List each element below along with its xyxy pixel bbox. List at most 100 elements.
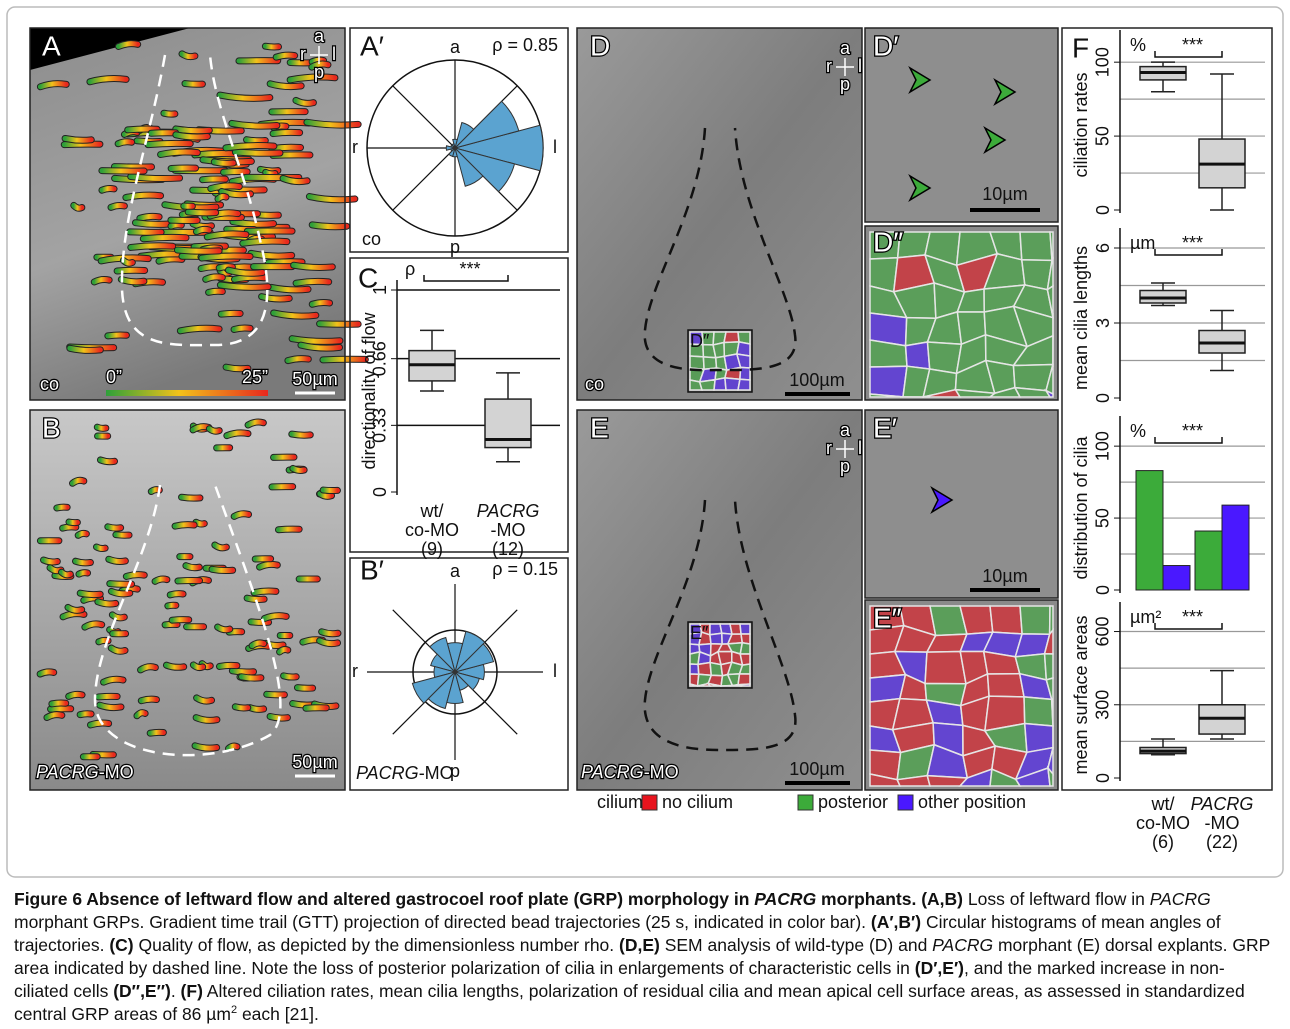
bead-track (216, 264, 235, 271)
significance-bracket (1154, 437, 1223, 444)
bead-track (91, 276, 112, 285)
caption-text: Altered ciliation rates, mean cilia leng… (14, 981, 1245, 1024)
significance-bracket (1154, 623, 1223, 630)
bead-track (152, 576, 170, 584)
significance-bracket (1154, 51, 1223, 58)
bead-track (173, 126, 212, 134)
x-tick-label: co-MO (1136, 813, 1190, 833)
caption-text: 2 (230, 1004, 238, 1017)
y-axis-title: directionality of flow (359, 311, 379, 469)
bead-track (140, 234, 189, 242)
bead-track (193, 715, 220, 723)
significance: *** (459, 259, 480, 279)
bead-track (290, 465, 307, 473)
bead-track (309, 61, 331, 70)
scale-bar-label: 10µm (982, 184, 1027, 204)
bead-track (280, 175, 310, 185)
bead-track (199, 253, 253, 261)
bead-track (62, 135, 94, 143)
condition-label: co (585, 374, 604, 394)
bead-track (156, 256, 185, 264)
cell (737, 378, 751, 391)
bead-track (138, 664, 158, 673)
bead-track (294, 685, 316, 691)
y-tick-label: 100 (1093, 47, 1113, 77)
bead-track (192, 743, 220, 751)
bead-track (108, 203, 127, 210)
x-tick-label: (6) (1152, 832, 1174, 852)
condition-label: PACRG-MO (356, 763, 454, 783)
cell (735, 683, 751, 687)
bead-track (319, 629, 341, 637)
grp-outline (93, 484, 282, 757)
bead-track (87, 76, 129, 85)
x-tick-label: wt/ (1150, 794, 1174, 814)
bead-track (114, 267, 148, 274)
axis-direction: a (840, 420, 851, 440)
bead-track (77, 590, 103, 598)
panel-label: E′ (873, 412, 897, 443)
axis-direction: l (553, 137, 557, 157)
bead-track (309, 300, 333, 307)
cell (697, 661, 713, 677)
axis-direction: r (352, 661, 358, 681)
bead-track (230, 219, 276, 227)
arrowhead (993, 78, 1017, 106)
caption-text: SEM analysis of wild-type (D) and (659, 935, 933, 955)
x-tick-label: -MO (491, 520, 526, 540)
color-bar (106, 390, 268, 396)
panel-label: E″ (873, 602, 902, 633)
bead-track (257, 561, 280, 570)
bead-track (231, 325, 253, 332)
arrowhead (908, 66, 932, 94)
bead-track (60, 524, 79, 531)
bead-track (67, 345, 103, 353)
bead-track (263, 169, 278, 177)
bead-track (298, 342, 343, 351)
gene-name: PACRG (36, 762, 99, 782)
bead-track (134, 710, 148, 719)
bead-track (163, 662, 187, 670)
panel-label: F (1072, 32, 1089, 63)
axis-direction: p (450, 761, 460, 781)
caption-text: (F) (180, 981, 203, 1001)
bead-track (229, 120, 280, 129)
axis-direction: l (553, 661, 557, 681)
x-tick-label: PACRG (1191, 794, 1254, 814)
y-tick-label: 3 (1093, 318, 1113, 328)
rose-wedge (453, 124, 544, 172)
axis-direction: r (826, 438, 832, 458)
inset-box (687, 329, 753, 393)
caption-text: PACRG (1149, 889, 1211, 909)
axis-direction: a (314, 26, 325, 46)
cell (709, 632, 723, 645)
bead-track (125, 126, 160, 133)
legend-swatch (797, 794, 814, 811)
bead-track (265, 259, 305, 266)
bead-track (289, 431, 313, 438)
bead-track (147, 729, 166, 736)
cell (737, 673, 751, 686)
significance-bracket (1154, 249, 1223, 256)
axis-direction: a (840, 38, 851, 58)
caption-text: (C) (109, 935, 134, 955)
label-suffix: -MO (419, 763, 454, 783)
bead-track (192, 151, 238, 158)
cell (986, 672, 1025, 698)
condition-label: PACRG-MO (36, 762, 134, 782)
bead-track (240, 238, 290, 246)
bead-track (49, 700, 69, 707)
bead-track (37, 81, 69, 90)
rose-wedge (452, 138, 458, 150)
legend-label: posterior (818, 792, 888, 812)
bead-track (190, 662, 206, 671)
y-tick-label: 100 (1093, 431, 1113, 461)
bead-track (168, 165, 199, 171)
arrowhead (908, 174, 932, 202)
bead-track (200, 176, 228, 183)
gene-name: PACRG (356, 763, 419, 783)
caption-text: (A′,B′) (870, 912, 922, 932)
y-axis-title: ciliation rates (1071, 72, 1091, 177)
y-unit: µm² (1130, 607, 1161, 627)
bead-track (231, 511, 252, 519)
